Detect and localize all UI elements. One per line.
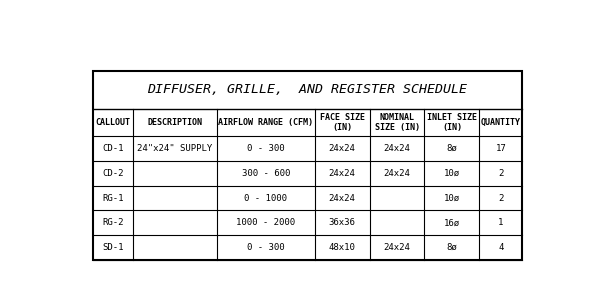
Text: 0 - 1000: 0 - 1000 <box>244 194 287 202</box>
Text: 24"x24" SUPPLY: 24"x24" SUPPLY <box>137 144 212 153</box>
Text: 24x24: 24x24 <box>383 144 410 153</box>
Text: RG-2: RG-2 <box>102 218 124 227</box>
Text: 24x24: 24x24 <box>329 169 356 178</box>
Text: 36x36: 36x36 <box>329 218 356 227</box>
Text: NOMINAL
SIZE (IN): NOMINAL SIZE (IN) <box>374 112 419 132</box>
Text: INLET SIZE
(IN): INLET SIZE (IN) <box>427 112 477 132</box>
Text: AIRFLOW RANGE (CFM): AIRFLOW RANGE (CFM) <box>218 118 313 127</box>
Text: 1: 1 <box>498 218 503 227</box>
Text: 8ø: 8ø <box>446 243 457 252</box>
Bar <box>92 71 523 260</box>
Text: 24x24: 24x24 <box>383 243 410 252</box>
Text: 17: 17 <box>496 144 506 153</box>
Text: 4: 4 <box>498 243 503 252</box>
Text: 300 - 600: 300 - 600 <box>242 169 290 178</box>
Text: 10ø: 10ø <box>444 169 460 178</box>
Text: DESCRIPTION: DESCRIPTION <box>148 118 203 127</box>
Text: CD-1: CD-1 <box>102 144 124 153</box>
Text: 16ø: 16ø <box>444 218 460 227</box>
Text: 8ø: 8ø <box>446 144 457 153</box>
Text: RG-1: RG-1 <box>102 194 124 202</box>
Text: 2: 2 <box>498 194 503 202</box>
Text: 24x24: 24x24 <box>329 144 356 153</box>
Text: 24x24: 24x24 <box>383 169 410 178</box>
Text: 1000 - 2000: 1000 - 2000 <box>236 218 295 227</box>
Text: CD-2: CD-2 <box>102 169 124 178</box>
Text: 24x24: 24x24 <box>329 194 356 202</box>
Text: 0 - 300: 0 - 300 <box>247 243 284 252</box>
Text: SD-1: SD-1 <box>102 243 124 252</box>
Text: 2: 2 <box>498 169 503 178</box>
Text: 10ø: 10ø <box>444 194 460 202</box>
Text: 0 - 300: 0 - 300 <box>247 144 284 153</box>
Text: DIFFUSER, GRILLE,  AND REGISTER SCHEDULE: DIFFUSER, GRILLE, AND REGISTER SCHEDULE <box>148 83 467 96</box>
Text: 48x10: 48x10 <box>329 243 356 252</box>
Text: FACE SIZE
(IN): FACE SIZE (IN) <box>320 112 365 132</box>
Text: CALLOUT: CALLOUT <box>95 118 130 127</box>
Text: QUANTITY: QUANTITY <box>481 118 521 127</box>
